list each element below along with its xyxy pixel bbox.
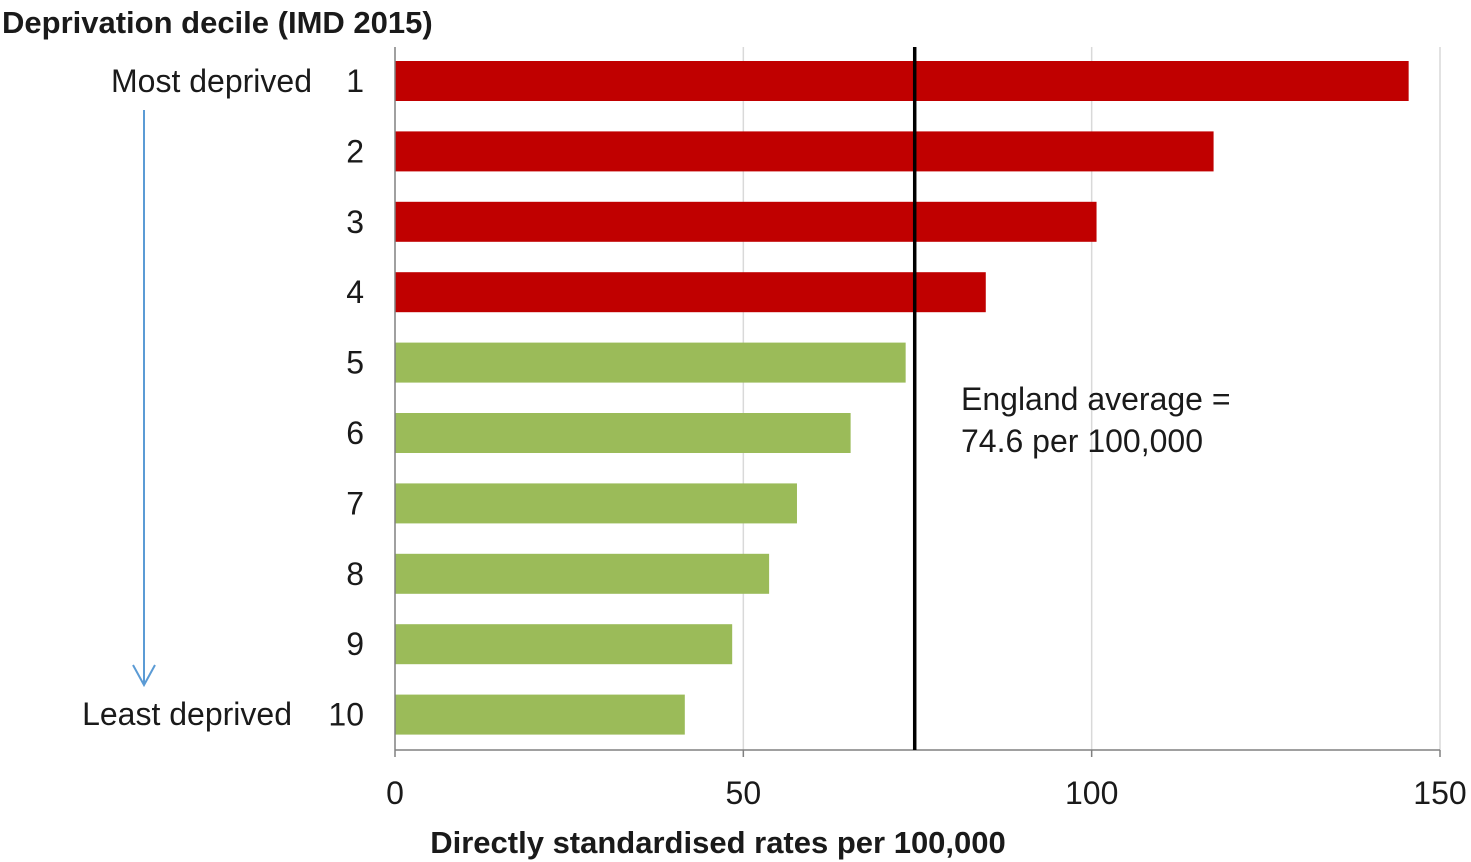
category-label-1: 1 [346,63,364,99]
reference-line-group: England average = 74.6 per 100,000 [912,47,1231,750]
category-label-7: 7 [346,485,364,521]
bar-decile-9 [395,624,733,665]
bar-decile-2 [395,131,1214,172]
category-label-2: 2 [346,133,364,169]
england-average-label-line-1: England average = [961,381,1231,417]
category-labels: 1 2 3 4 5 6 7 8 9 10 [328,63,364,733]
bar-decile-7 [395,483,797,524]
bar-decile-6 [395,413,851,453]
bar-decile-10 [395,694,685,735]
most-deprived-label: Most deprived [111,63,312,99]
x-tick-label-50: 50 [726,775,762,811]
x-tick-label-150: 150 [1413,775,1466,811]
category-label-9: 9 [346,626,364,662]
axes [394,47,1441,757]
category-label-3: 3 [346,204,364,240]
bars [395,61,1409,735]
category-label-8: 8 [346,556,364,592]
bar-decile-4 [395,272,986,313]
category-label-4: 4 [346,274,364,310]
deprivation-direction-arrow [132,110,156,688]
bar-decile-8 [395,553,770,594]
category-label-10: 10 [328,697,364,733]
x-tick-label-0: 0 [386,775,404,811]
arrow-head-icon [132,664,156,688]
least-deprived-label: Least deprived [82,696,292,732]
x-axis-label: Directly standardised rates per 100,000 [430,825,1006,860]
category-label-6: 6 [346,415,364,451]
bar-decile-5 [395,342,906,383]
x-tick-labels: 0 50 100 150 [386,775,1467,811]
england-average-label-line-2: 74.6 per 100,000 [961,423,1203,459]
x-tick-label-100: 100 [1065,775,1118,811]
bar-decile-3 [395,201,1097,242]
bar-decile-1 [395,61,1409,101]
chart-title: Deprivation decile (IMD 2015) [2,5,433,40]
category-label-5: 5 [346,345,364,381]
